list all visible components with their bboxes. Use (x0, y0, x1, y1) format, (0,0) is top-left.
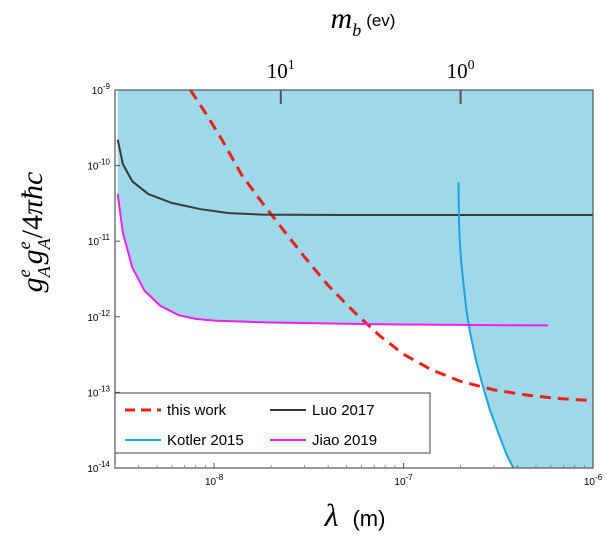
series-line-this-work (189, 90, 593, 403)
y-tick-label: 10-11 (88, 233, 111, 248)
top-axis-title: mb (ev) (331, 2, 396, 40)
tick-layer: 10-8 10-7 10-6 10-9 10-10 10-11 10-12 10-13 10-1… (87, 58, 602, 488)
legend-label-jiao-2019: Jiao 2019 (312, 432, 377, 449)
top-axis-unit: (ev) (366, 11, 395, 30)
legend: this work Luo 2017 Kotler 2015 Jiao 2019 (114, 392, 431, 454)
y-tick-label: 10-13 (87, 384, 110, 399)
x-axis-title: λ (m) (324, 497, 386, 533)
legend-label-this-work: this work (167, 402, 227, 419)
y-tick-label: 10-12 (87, 309, 110, 324)
x-axis-symbol: λ (324, 497, 339, 533)
series-line-kotler-2015 (457, 182, 515, 468)
svg-text:geAgeA/4πħc: geAgeA/4πħc (14, 172, 54, 293)
top-tick-label: 100 (447, 58, 475, 83)
legend-label-luo-2017: Luo 2017 (312, 402, 375, 419)
x-tick-label: 10-8 (205, 473, 224, 488)
series-layer (116, 90, 593, 468)
series-line-luo-2017 (116, 139, 593, 217)
excluded-region-fill (117, 90, 593, 468)
top-tick-label: 101 (267, 58, 295, 83)
legend-label-kotler-2015: Kotler 2015 (167, 432, 244, 449)
series-line-jiao-2019 (116, 193, 549, 327)
plot-frame (114, 89, 594, 469)
top-axis-subscript: b (352, 20, 361, 40)
y-tick-label: 10-14 (87, 460, 110, 475)
x-tick-label: 10-6 (584, 473, 603, 488)
y-axis-title: geAgeA/4πħc (14, 172, 54, 293)
x-axis-unit: (m) (352, 506, 385, 531)
y-tick-label: 10-9 (92, 82, 111, 97)
top-axis-symbol: m (331, 2, 353, 35)
x-tick-label: 10-7 (394, 473, 413, 488)
y-tick-label: 10-10 (87, 158, 110, 173)
legend-box (114, 392, 431, 454)
